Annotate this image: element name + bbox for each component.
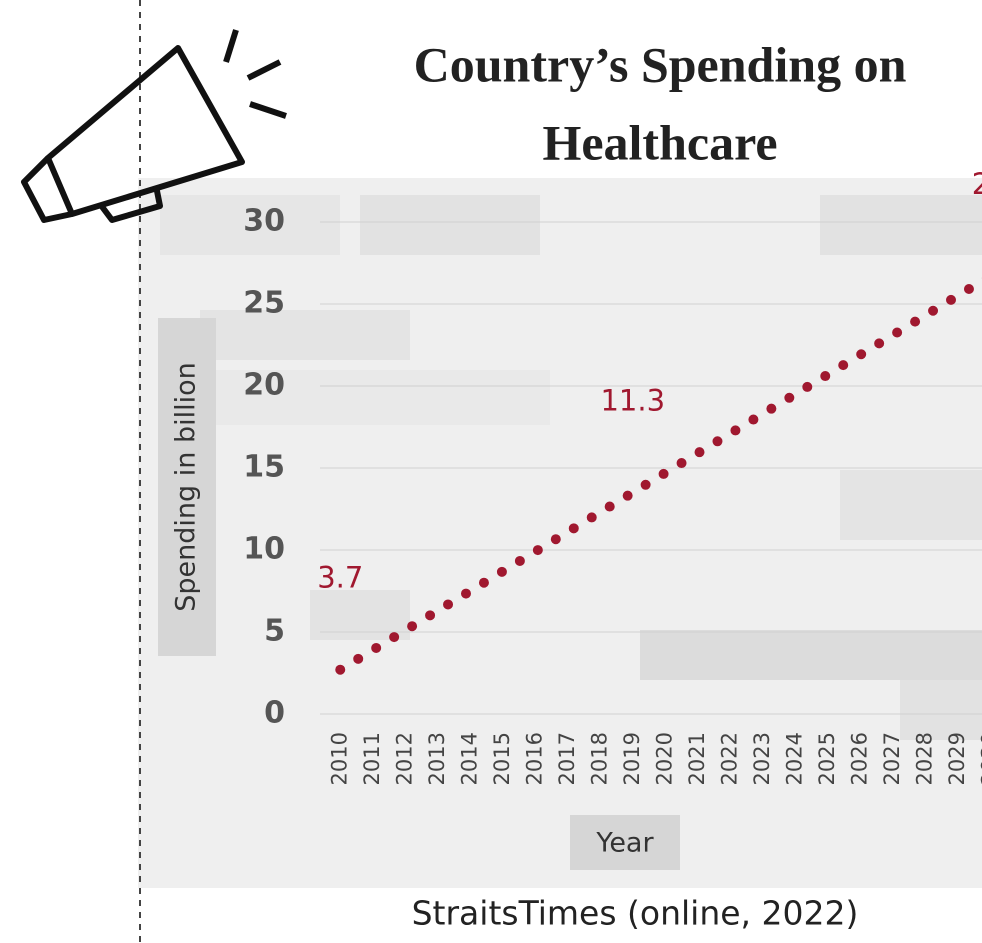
- x-tick-label: 2010: [327, 732, 351, 785]
- x-tick-label: 2028: [912, 732, 936, 785]
- chart-title: Healthcare: [542, 114, 777, 170]
- y-tick-label: 20: [243, 368, 285, 403]
- y-tick-label: 15: [243, 450, 285, 485]
- x-tick-label: 2016: [522, 732, 546, 785]
- x-tick-label: 2023: [750, 732, 774, 785]
- y-label-box: [158, 318, 216, 656]
- y-axis-label: Spending in billion: [171, 362, 202, 611]
- annotation: 27: [972, 167, 982, 201]
- chart-title: Country’s Spending on: [414, 36, 907, 92]
- x-tick-label: 2013: [425, 732, 449, 785]
- x-tick-label: 2030: [977, 732, 982, 785]
- x-tick-label: 2020: [652, 732, 676, 785]
- x-tick-label: 2025: [815, 732, 839, 785]
- x-tick-label: 2012: [392, 732, 416, 785]
- x-tick-label: 2029: [945, 732, 969, 785]
- annotation: 3.7: [317, 561, 363, 595]
- annotation: 11.3: [600, 384, 665, 418]
- x-axis-label: Year: [595, 828, 654, 859]
- y-tick-label: 30: [243, 204, 285, 239]
- megaphone-icon: [21, 29, 287, 223]
- x-tick-label: 2024: [782, 732, 806, 785]
- x-tick-label: 2017: [555, 732, 579, 785]
- x-tick-label: 2015: [490, 732, 514, 785]
- y-tick-label: 10: [243, 532, 285, 567]
- x-tick-label: 2027: [880, 732, 904, 785]
- x-tick-label: 2026: [847, 732, 871, 785]
- x-tick-label: 2022: [717, 732, 741, 785]
- y-tick-label: 25: [243, 286, 285, 321]
- x-tick-label: 2018: [587, 732, 611, 785]
- x-tick-label: 2014: [457, 732, 481, 785]
- x-tick-label: 2019: [620, 732, 644, 785]
- x-label-box: [570, 815, 680, 870]
- x-tick-label: 2021: [685, 732, 709, 785]
- source: StraitsTimes (online, 2022): [412, 894, 859, 933]
- x-tick-label: 2011: [360, 732, 384, 785]
- y-tick-label: 5: [264, 614, 285, 649]
- background: [138, 178, 982, 888]
- y-tick-label: 0: [264, 696, 285, 731]
- line: [335, 275, 982, 675]
